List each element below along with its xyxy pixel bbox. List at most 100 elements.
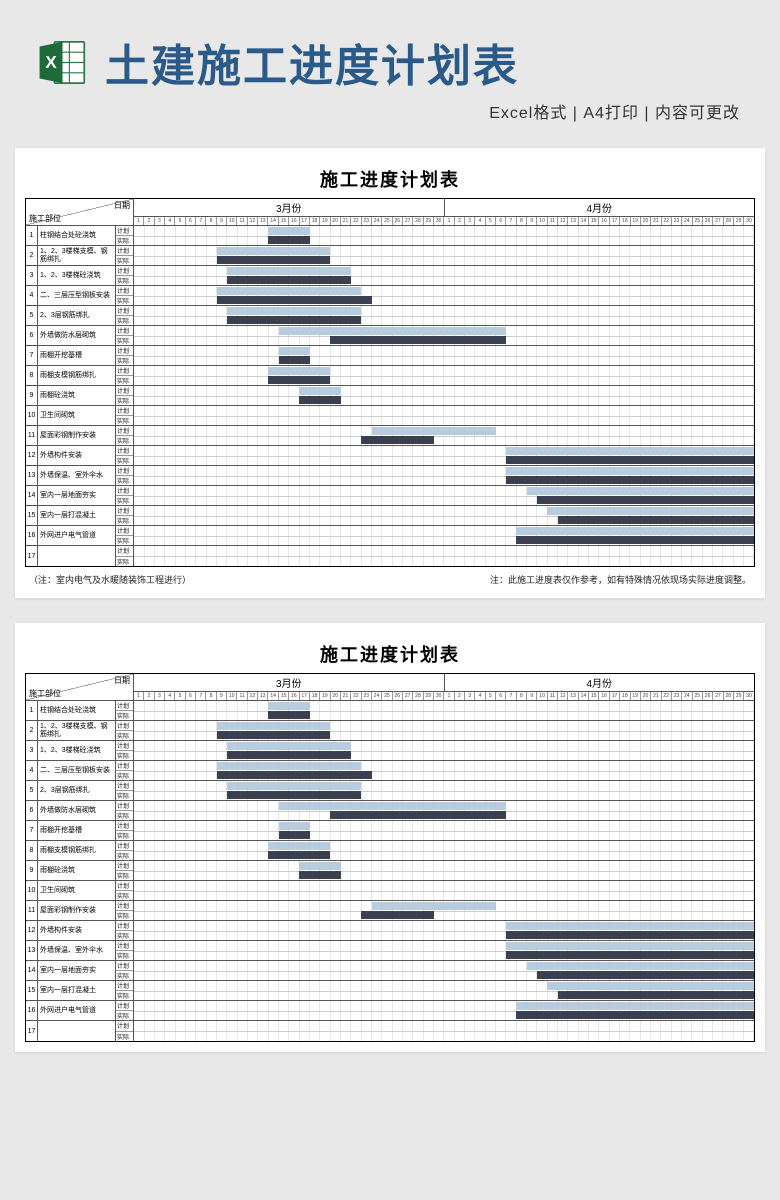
plan-bar	[217, 762, 362, 770]
task-sublabels: 计划实际	[116, 941, 134, 960]
task-name: 雨棚开挖基槽	[38, 346, 116, 365]
task-bars	[134, 941, 754, 960]
task-name: 柱钢结合处砼浇筑	[38, 226, 116, 245]
sub-label: 实际	[116, 891, 133, 900]
day-header: 15	[279, 217, 289, 225]
actual-bar	[268, 711, 309, 719]
day-header: 5	[486, 217, 496, 225]
plan-bar	[227, 307, 361, 315]
actual-bar	[361, 911, 433, 919]
plan-bar	[372, 902, 496, 910]
sub-label: 计划	[116, 286, 133, 296]
sub-label: 计划	[116, 961, 133, 971]
actual-bar	[537, 971, 754, 979]
task-name: 卫生间砌筑	[38, 406, 116, 425]
task-name: 1、2、3楼梯支模、钢筋绑扎	[38, 721, 116, 740]
sub-label: 计划	[116, 701, 133, 711]
plan-bar	[268, 367, 330, 375]
actual-bar	[506, 476, 754, 484]
task-bars	[134, 701, 754, 720]
task-sublabels: 计划实际	[116, 721, 134, 740]
actual-bar	[217, 256, 331, 264]
day-header: 19	[631, 692, 641, 700]
sub-label: 实际	[116, 971, 133, 980]
day-header: 4	[165, 217, 175, 225]
day-header: 16	[289, 217, 299, 225]
task-sublabels: 计划实际	[116, 901, 134, 920]
task-number: 5	[26, 306, 38, 325]
task-sublabels: 计划实际	[116, 386, 134, 405]
task-number: 7	[26, 346, 38, 365]
sub-label: 实际	[116, 1032, 133, 1042]
plan-bar	[527, 962, 754, 970]
day-header: 6	[186, 217, 196, 225]
day-header: 28	[413, 692, 423, 700]
day-header: 21	[651, 217, 661, 225]
actual-bar	[279, 356, 310, 364]
task-bars	[134, 741, 754, 760]
day-header: 18	[310, 217, 320, 225]
day-header: 30	[744, 692, 753, 700]
sub-label: 实际	[116, 536, 133, 545]
task-row: 8雨棚支模钢筋绑扎计划实际	[26, 366, 754, 386]
task-name: 2、3层钢筋绑扎	[38, 781, 116, 800]
actual-bar	[279, 831, 310, 839]
sub-label: 实际	[116, 851, 133, 860]
sub-label: 计划	[116, 466, 133, 476]
day-header: 25	[693, 217, 703, 225]
task-sublabels: 计划实际	[116, 821, 134, 840]
day-header: 22	[351, 692, 361, 700]
task-number: 13	[26, 941, 38, 960]
sub-label: 实际	[116, 496, 133, 505]
actual-bar	[558, 516, 754, 524]
sub-label: 实际	[116, 476, 133, 485]
task-name: 柱钢结合处砼浇筑	[38, 701, 116, 720]
task-number: 4	[26, 761, 38, 780]
task-name: 二、三层压型钢板安装	[38, 761, 116, 780]
task-number: 4	[26, 286, 38, 305]
task-number: 12	[26, 921, 38, 940]
day-header: 8	[517, 692, 527, 700]
day-header: 21	[651, 692, 661, 700]
sub-label: 实际	[116, 296, 133, 305]
task-sublabels: 计划实际	[116, 286, 134, 305]
sub-label: 计划	[116, 346, 133, 356]
sub-label: 实际	[116, 951, 133, 960]
sub-label: 计划	[116, 426, 133, 436]
task-bars	[134, 721, 754, 740]
task-number: 6	[26, 801, 38, 820]
day-header: 27	[713, 217, 723, 225]
sub-label: 实际	[116, 711, 133, 720]
task-name: 2、3层钢筋绑扎	[38, 306, 116, 325]
task-name: 二、三层压型钢板安装	[38, 286, 116, 305]
task-number: 13	[26, 466, 38, 485]
day-header: 6	[496, 217, 506, 225]
plan-bar	[227, 742, 351, 750]
footer-note: （注：室内电气及水暖随装饰工程进行）注：此施工进度表仅作参考，如有特殊情况依现场…	[25, 567, 755, 588]
sub-label: 实际	[116, 336, 133, 345]
task-row: 13外墙保温、室外伞水计划实际	[26, 941, 754, 961]
day-header: 2	[144, 217, 154, 225]
task-number: 14	[26, 961, 38, 980]
sub-label: 计划	[116, 981, 133, 991]
actual-bar	[227, 316, 361, 324]
corner-section-label: 施工部位	[29, 688, 61, 699]
day-header: 20	[331, 692, 341, 700]
plan-bar	[547, 507, 754, 515]
day-header: 12	[558, 217, 568, 225]
plan-bar	[279, 822, 310, 830]
sub-label: 计划	[116, 446, 133, 456]
task-row: 17计划实际	[26, 1021, 754, 1041]
plan-bar	[506, 447, 754, 455]
actual-bar	[217, 296, 372, 304]
task-sublabels: 计划实际	[116, 841, 134, 860]
sub-label: 计划	[116, 326, 133, 336]
task-bars	[134, 821, 754, 840]
day-header: 12	[248, 692, 258, 700]
task-bars	[134, 1021, 754, 1041]
task-bars	[134, 861, 754, 880]
actual-bar	[227, 751, 351, 759]
day-header: 18	[620, 692, 630, 700]
day-header: 1	[134, 217, 144, 225]
task-sublabels: 计划实际	[116, 781, 134, 800]
